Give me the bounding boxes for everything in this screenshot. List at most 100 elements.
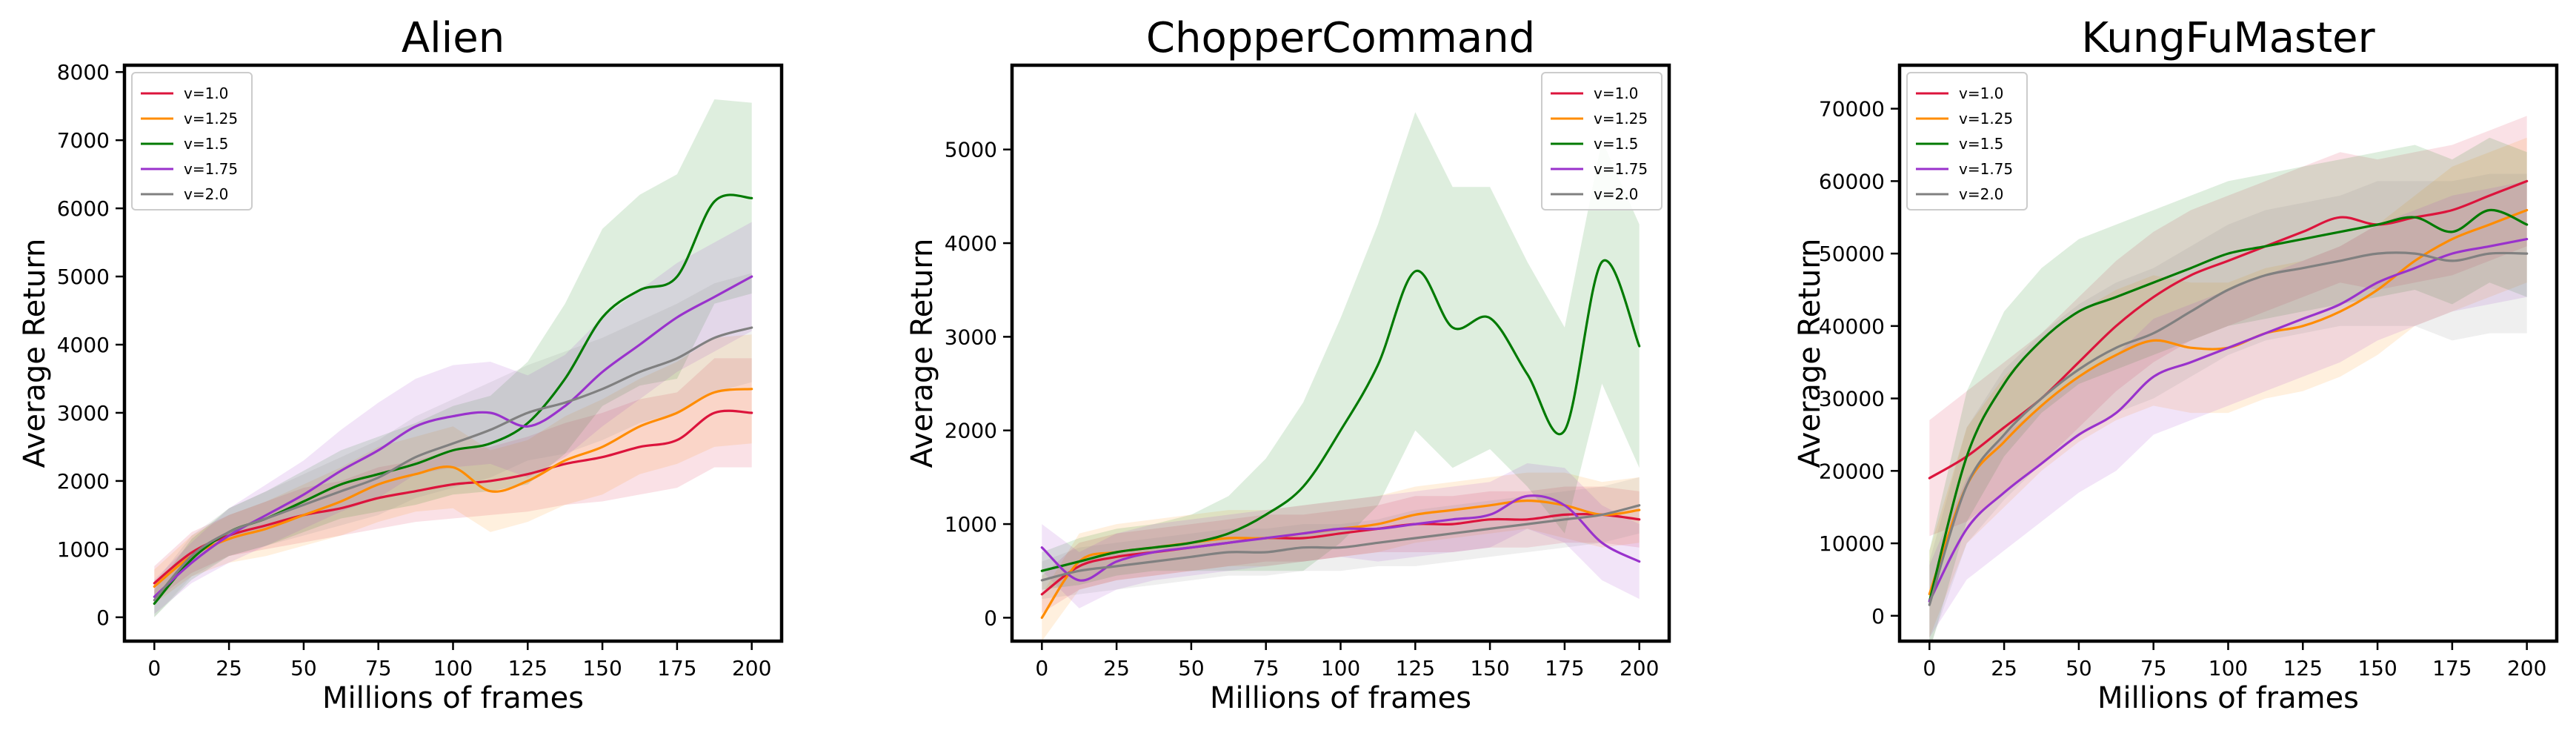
legend: v=1.0 v=1.25 v=1.5 v=1.75 v=2.0 <box>1541 72 1663 210</box>
x-tick-label: 100 <box>433 656 473 680</box>
y-axis-label: Average Return <box>1793 239 1827 468</box>
x-tick-label: 25 <box>1103 656 1130 680</box>
x-tick-label: 200 <box>2507 656 2546 680</box>
legend-label: v=1.5 <box>184 135 228 153</box>
series-line-v=2.0 <box>153 326 753 602</box>
x-tick-label: 0 <box>147 656 161 680</box>
y-axis-label: Average Return <box>905 239 939 468</box>
series-band-v=1.25 <box>154 334 752 604</box>
y-tick-label: 0 <box>1871 604 1885 629</box>
y-tick-label: 2000 <box>57 469 110 494</box>
y-tick-label: 7000 <box>57 128 110 153</box>
legend-label: v=1.5 <box>1594 135 1638 153</box>
legend-label: v=2.0 <box>1594 185 1638 203</box>
series-band-v=1.5 <box>1042 112 1640 590</box>
y-tick-label: 4000 <box>945 231 997 256</box>
chart-panel-3: 0 25 50 75 100 125 150 175 200 0 10000 20000 30000 40… <box>1793 14 2559 715</box>
x-tick-label: 125 <box>2283 656 2323 680</box>
x-tick-label: 100 <box>1321 656 1360 680</box>
x-axis-label: Millions of frames <box>322 681 584 715</box>
y-tick-label: 5000 <box>945 138 997 162</box>
legend-label: v=1.0 <box>1594 84 1638 102</box>
x-tick-label: 0 <box>1923 656 1936 680</box>
x-tick-label: 150 <box>582 656 622 680</box>
chart-title: Alien <box>402 14 505 62</box>
chart-title: KungFuMaster <box>2081 14 2375 62</box>
legend-label: v=1.75 <box>1959 160 2013 178</box>
legend-label: v=2.0 <box>184 185 228 203</box>
y-tick-label: 6000 <box>57 196 110 221</box>
series-line-v=1.75 <box>1040 494 1641 582</box>
x-tick-label: 125 <box>508 656 548 680</box>
x-tick-label: 75 <box>365 656 392 680</box>
y-tick-label: 0 <box>96 606 110 630</box>
y-tick-label: 30000 <box>1819 387 1885 411</box>
x-tick-label: 150 <box>2357 656 2397 680</box>
series-line-v=1.25 <box>153 388 753 588</box>
series-line-v=2.0 <box>1928 251 2529 606</box>
series-band-v=1.0 <box>154 358 752 600</box>
legend-box <box>131 72 253 210</box>
y-tick-label: 3000 <box>57 401 110 425</box>
legend-box <box>1541 72 1663 210</box>
y-tick-label: 0 <box>984 606 997 630</box>
x-axis-label: Millions of frames <box>1210 681 1471 715</box>
legend-label: v=1.0 <box>1959 84 2003 102</box>
legend-label: v=1.75 <box>1594 160 1648 178</box>
y-tick-label: 40000 <box>1819 314 1885 339</box>
legend-label: v=1.75 <box>184 160 238 178</box>
y-tick-label: 5000 <box>57 265 110 289</box>
x-tick-label: 125 <box>1396 656 1435 680</box>
x-tick-label: 50 <box>2066 656 2092 680</box>
y-tick-label: 1000 <box>945 512 997 537</box>
series-band-v=2.0 <box>1042 477 1640 600</box>
legend: v=1.0 v=1.25 v=1.5 v=1.75 v=2.0 <box>131 72 253 210</box>
y-tick-label: 8000 <box>57 60 110 84</box>
y-tick-label: 50000 <box>1819 242 1885 266</box>
x-tick-label: 175 <box>1545 656 1584 680</box>
series-line-v=2.0 <box>1040 504 1641 582</box>
series-band-v=2.0 <box>154 273 752 617</box>
x-tick-label: 75 <box>2140 656 2167 680</box>
x-tick-label: 0 <box>1035 656 1048 680</box>
series-band-v=1.75 <box>1929 181 2527 638</box>
y-tick-label: 60000 <box>1819 169 1885 193</box>
series-line-v=1.25 <box>1928 208 2529 596</box>
y-tick-label: 2000 <box>945 419 997 443</box>
series-band-v=1.0 <box>1929 116 2527 537</box>
series-line-v=1.0 <box>153 409 753 585</box>
legend-box <box>1906 72 2028 210</box>
legend-label: v=1.25 <box>1959 110 2013 127</box>
series-band-v=1.5 <box>154 99 752 617</box>
x-tick-label: 200 <box>732 656 771 680</box>
x-tick-label: 25 <box>216 656 242 680</box>
y-tick-label: 10000 <box>1819 531 1885 556</box>
x-tick-label: 75 <box>1253 656 1279 680</box>
chart-panel-2: 0 25 50 75 100 125 150 175 200010002000300040005… <box>905 14 1671 715</box>
legend-label: v=1.25 <box>184 110 238 127</box>
y-tick-label: 20000 <box>1819 459 1885 483</box>
x-tick-label: 175 <box>2432 656 2472 680</box>
series-band-v=1.25 <box>1929 137 2527 638</box>
y-axis-label: Average Return <box>18 239 52 468</box>
series-line-v=1.75 <box>1928 238 2529 603</box>
legend-label: v=1.5 <box>1959 135 2003 153</box>
y-tick-label: 4000 <box>57 333 110 357</box>
chart-title: ChopperCommand <box>1146 14 1535 62</box>
legend: v=1.0 v=1.25 v=1.5 v=1.75 v=2.0 <box>1906 72 2028 210</box>
x-tick-label: 200 <box>1620 656 1659 680</box>
legend-label: v=1.25 <box>1594 110 1648 127</box>
legend-label: v=2.0 <box>1959 185 2003 203</box>
series-band-v=1.0 <box>1042 486 1640 614</box>
x-tick-label: 100 <box>2209 656 2248 680</box>
x-tick-label: 25 <box>1991 656 2017 680</box>
series-band-v=1.75 <box>1042 463 1640 609</box>
y-tick-label: 1000 <box>57 537 110 562</box>
x-tick-label: 175 <box>657 656 696 680</box>
x-tick-label: 150 <box>1470 656 1509 680</box>
x-tick-label: 50 <box>1178 656 1205 680</box>
x-tick-label: 50 <box>290 656 317 680</box>
chart-panel-1: 0 25 50 75 100 125 150 175 200010002000300040005… <box>18 14 784 715</box>
x-axis-label: Millions of frames <box>2097 681 2359 715</box>
